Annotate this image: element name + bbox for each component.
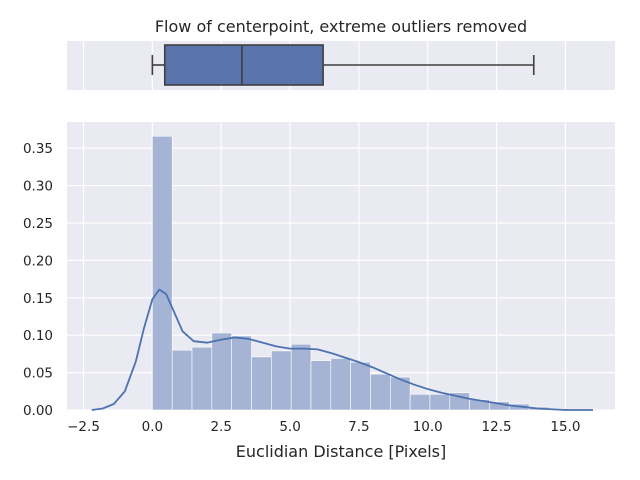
histogram-bar [310, 360, 332, 411]
y-tick-label: 0.20 [23, 253, 53, 269]
histogram-bar [251, 356, 272, 411]
y-tick-label: 0.10 [23, 328, 53, 344]
histogram-bar [152, 135, 173, 411]
x-tick-label: −2.5 [67, 419, 100, 435]
y-tick-label: 0.30 [23, 179, 53, 195]
histogram-bar [429, 393, 451, 411]
histogram-bar [191, 346, 213, 411]
x-tick-label: 7.5 [348, 419, 369, 435]
kde-curve [91, 288, 593, 411]
kde-layer [91, 288, 593, 411]
histogram-bar [271, 350, 292, 411]
x-tick-label: 5.0 [279, 419, 300, 435]
y-tick-label: 0.35 [23, 141, 53, 157]
x-tick-label: 0.0 [142, 419, 163, 435]
y-tick-label: 0.25 [23, 216, 53, 232]
histogram-bar [211, 332, 232, 411]
histogram-bar [290, 343, 312, 411]
box-plot-marks [151, 44, 535, 86]
histogram-bar [171, 349, 193, 411]
box-iqr [163, 44, 324, 86]
x-tick-label: 2.5 [210, 419, 231, 435]
histogram-bar [231, 335, 252, 411]
y-axis-ticks: 0.00 0.05 0.10 0.15 0.20 0.25 0.30 0.35 [23, 141, 53, 419]
y-tick-label: 0.00 [23, 403, 53, 419]
histogram-bar [370, 373, 391, 411]
x-axis-ticks: −2.5 0.0 2.5 5.0 7.5 10.0 12.5 15.0 [67, 419, 580, 435]
histogram-bar [389, 376, 411, 411]
histogram-bar [409, 393, 431, 411]
y-tick-label: 0.15 [23, 291, 53, 307]
x-tick-label: 10.0 [413, 419, 443, 435]
histogram-panel: −2.5 0.0 2.5 5.0 7.5 10.0 12.5 15.0 0.00 0.05 0.1… [23, 122, 615, 435]
y-tick-label: 0.05 [23, 366, 53, 382]
histogram-bar [330, 358, 351, 411]
histogram-bars [152, 135, 609, 411]
x-tick-label: 12.5 [482, 419, 512, 435]
x-axis-label: Euclidian Distance [Pixels] [236, 442, 446, 461]
box-plot-panel [67, 41, 615, 90]
chart-title: Flow of centerpoint, extreme outliers re… [155, 17, 527, 36]
x-tick-label: 15.0 [550, 419, 580, 435]
histogram-bar [350, 361, 371, 411]
